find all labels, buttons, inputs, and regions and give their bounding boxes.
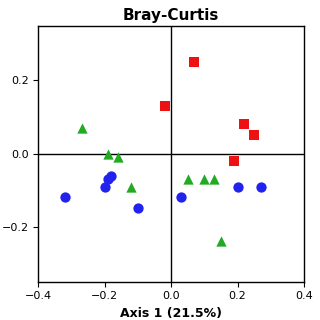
Point (135, 206, 140, 211)
Point (62, 195, 68, 200)
Point (202, 177, 207, 182)
Point (212, 177, 217, 182)
Point (102, 184, 108, 189)
Point (129, 184, 134, 189)
Point (185, 177, 190, 182)
Point (106, 177, 111, 182)
Point (258, 184, 263, 189)
Point (235, 184, 240, 189)
Point (192, 60, 197, 65)
Point (179, 195, 184, 200)
Title: Bray-Curtis: Bray-Curtis (123, 8, 220, 23)
Point (219, 239, 224, 244)
X-axis label: Axis 1 (21.5%): Axis 1 (21.5%) (120, 307, 222, 320)
Point (79, 125, 84, 131)
Point (162, 103, 167, 108)
Point (252, 133, 257, 138)
Point (106, 151, 111, 156)
Point (232, 158, 237, 164)
Point (242, 122, 247, 127)
Point (116, 155, 121, 160)
Point (109, 173, 114, 178)
